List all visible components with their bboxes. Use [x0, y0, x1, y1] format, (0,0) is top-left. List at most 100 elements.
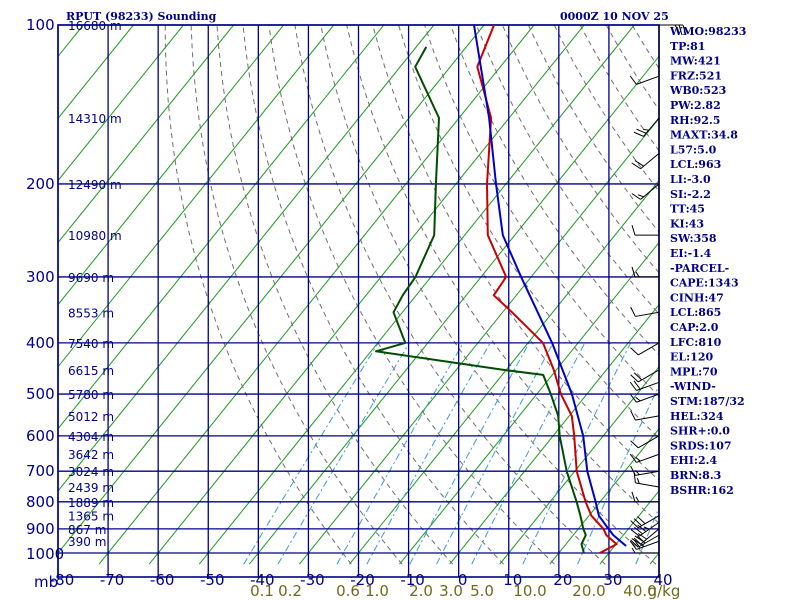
stat-line: EI:-1.4 [670, 247, 712, 260]
dry-adiabat-line [762, 25, 800, 564]
wind-barb-shaft [635, 311, 660, 317]
stat-line: CAP:2.0 [670, 321, 719, 334]
wind-barb-tick [635, 469, 640, 476]
sounding-time: 0000Z 10 NOV 25 [560, 10, 669, 23]
wind-barb-tick [635, 271, 640, 278]
wind-barb [631, 183, 660, 200]
temperature-tick-label: -70 [100, 571, 125, 589]
dry-adiabat-line [346, 25, 659, 524]
wind-barb [630, 521, 660, 537]
mixing-ratio-label: 2.0 [409, 582, 433, 600]
wind-barb-tick [636, 477, 640, 484]
stat-line: LFC:810 [670, 336, 722, 349]
wind-barb-tick [631, 538, 641, 545]
pressure-unit-label: mb [34, 573, 58, 591]
mixing-ratio-label: 1.0 [365, 582, 389, 600]
stat-line: SRDS:107 [670, 439, 732, 452]
isotherm-line [499, 365, 659, 565]
wind-barb [631, 266, 659, 278]
stat-line: TT:45 [670, 203, 705, 216]
mixing-ratio-line [577, 384, 659, 565]
isotherm-line [58, 25, 335, 368]
height-label: 3024 m [68, 465, 114, 479]
isotherm-line [449, 303, 659, 565]
wind-barb-tick [633, 518, 643, 527]
stat-line: SHR+:0.0 [670, 425, 730, 438]
wind-barb-shaft [636, 75, 660, 85]
mixing-ratio-label: 0.1 [250, 582, 274, 600]
temperature-tick-label: -60 [150, 571, 175, 589]
wind-barb-tick [630, 539, 639, 548]
wind-barb-tick [630, 529, 640, 537]
isotherm-line [58, 25, 385, 430]
wind-barb-tick [636, 128, 647, 134]
pressure-tick-label: 200 [26, 175, 55, 193]
stat-line: CINH:47 [670, 291, 724, 304]
wind-barb [631, 491, 659, 503]
stat-line: CAPE:1343 [670, 277, 739, 290]
isotherm-line [399, 241, 659, 565]
wind-barb [633, 117, 660, 137]
pressure-tick-label: 700 [26, 462, 55, 480]
height-label: 4304 m [68, 430, 114, 444]
wind-barb-tick [634, 535, 644, 543]
wind-barb-shaft [637, 342, 660, 356]
wind-barb [631, 224, 659, 236]
stat-line: -PARCEL- [670, 262, 729, 275]
wind-barb-tick [637, 516, 646, 525]
height-label: 867 m [68, 523, 106, 537]
parcel-profile [473, 25, 627, 547]
dry-adiabat-line [294, 25, 606, 565]
temperature-tick-label: 0 [458, 571, 468, 589]
temperature-tick-label: 20 [553, 571, 572, 589]
isotherm-line [58, 25, 485, 554]
wind-barb-tick [633, 380, 641, 390]
wind-barb-tick [631, 491, 636, 502]
height-label: 16680 m [68, 19, 122, 33]
wind-barb [631, 528, 660, 545]
pressure-tick-label: 500 [26, 385, 55, 403]
mixing-ratio-label: 40.0 [623, 582, 656, 600]
temperature-tick-label: 30 [603, 571, 622, 589]
isotherm-line [549, 428, 659, 565]
stat-line: STM:187/32 [670, 395, 745, 408]
wind-barb-shaft [637, 435, 660, 449]
wind-barb [630, 465, 660, 476]
height-label: 1889 m [68, 496, 114, 510]
mixing-ratio-line [336, 342, 464, 565]
temperature-tick-label: -80 [50, 571, 75, 589]
wind-barb-tick [629, 540, 637, 550]
wind-barb-tick [635, 396, 641, 402]
height-label: 1365 m [68, 510, 114, 524]
height-label: 5012 m [68, 410, 114, 424]
wind-barb-tick [630, 374, 639, 383]
dry-adiabat-line [424, 25, 659, 397]
wind-barb [630, 515, 660, 529]
isotherm-line [248, 55, 659, 565]
wind-barb-tick [678, 24, 683, 36]
isotherm-line [58, 25, 134, 120]
height-label: 8553 m [68, 306, 114, 320]
stat-line: PW:2.82 [670, 99, 721, 112]
wind-barb-tick [629, 75, 637, 85]
dry-adiabat-line [320, 25, 657, 565]
height-label: 14310 m [68, 112, 122, 126]
pressure-tick-label: 800 [26, 493, 55, 511]
dry-adiabat-line [268, 25, 555, 565]
wind-barb-tick [635, 456, 641, 462]
wind-barb-tick [634, 526, 643, 535]
stat-line: RH:92.5 [670, 114, 720, 127]
wind-barb [630, 410, 660, 421]
wind-barb-tick [631, 224, 636, 236]
height-label: 12490 m [68, 178, 122, 192]
stat-line: BSHR:162 [670, 484, 734, 497]
wind-barb [630, 342, 660, 356]
wind-barb-tick [642, 128, 649, 131]
mixing-ratio-label: 0.2 [278, 582, 302, 600]
temperature-tick-label: 10 [503, 571, 522, 589]
temperature-tick-label: -50 [200, 571, 225, 589]
stat-line: MAXT:34.8 [670, 129, 738, 142]
dry-adiabat-line [450, 25, 659, 356]
height-label: 5780 m [68, 388, 114, 402]
mixing-ratio-line [366, 342, 491, 565]
